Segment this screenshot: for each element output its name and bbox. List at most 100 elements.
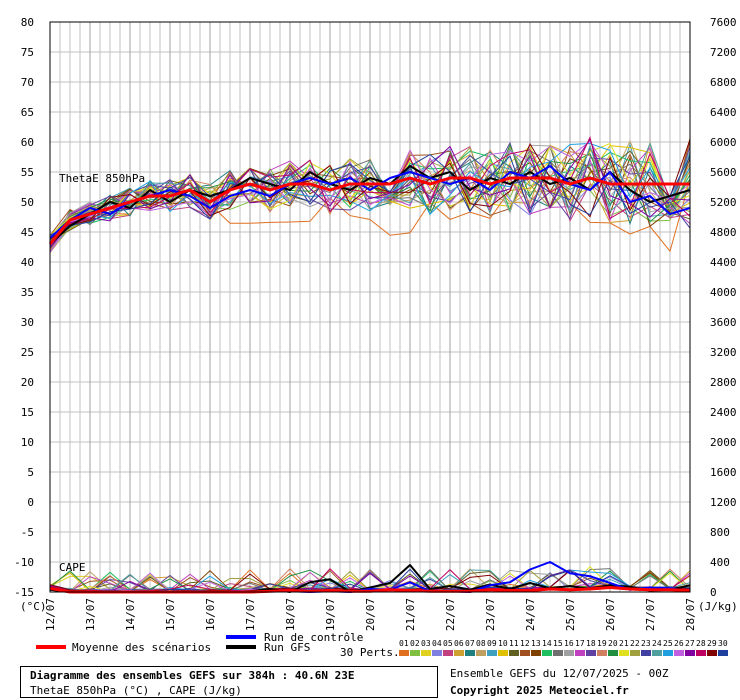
right-tick-label: 800 xyxy=(710,526,730,539)
left-tick-label: 10 xyxy=(21,436,34,449)
pert-number: 11 xyxy=(509,639,519,648)
pert-swatch xyxy=(685,650,695,656)
pert-swatch xyxy=(663,650,673,656)
pert-swatch xyxy=(465,650,475,656)
left-tick-label: 15 xyxy=(21,406,34,419)
right-tick-label: 2800 xyxy=(710,376,737,389)
legend-perts-label: 30 Perts. xyxy=(340,646,400,659)
x-tick-label: 21/07 xyxy=(404,598,417,631)
x-tick-label: 25/07 xyxy=(564,598,577,631)
pert-swatch xyxy=(564,650,574,656)
right-tick-label: 5200 xyxy=(710,196,737,209)
pert-number: 27 xyxy=(685,639,695,648)
pert-thetae-line xyxy=(49,138,691,249)
pert-swatch xyxy=(454,650,464,656)
left-tick-label: 20 xyxy=(21,376,34,389)
pert-number: 08 xyxy=(476,639,486,648)
right-tick-label: 400 xyxy=(710,556,730,569)
pert-thetae-line xyxy=(49,140,691,253)
pert-thetae-line xyxy=(49,141,691,243)
x-tick-label: 24/07 xyxy=(524,598,537,631)
pert-swatch xyxy=(674,650,684,656)
control-thetae-line xyxy=(49,165,691,239)
left-tick-label: -5 xyxy=(21,526,34,539)
right-unit-label: (J/kg) xyxy=(698,600,738,613)
left-tick-label: 25 xyxy=(21,346,34,359)
pert-number: 14 xyxy=(542,639,552,648)
left-tick-label: 30 xyxy=(21,316,34,329)
right-tick-label: 3600 xyxy=(710,316,737,329)
pert-swatch xyxy=(696,650,706,656)
left-tick-label: -10 xyxy=(14,556,34,569)
x-tick-label: 18/07 xyxy=(284,598,297,631)
pert-thetae-line xyxy=(49,135,691,245)
pert-swatch xyxy=(608,650,618,656)
right-tick-label: 6000 xyxy=(710,136,737,149)
pert-swatch xyxy=(487,650,497,656)
mean-thetae-line xyxy=(48,176,690,245)
pert-swatch xyxy=(597,650,607,656)
pert-number: 19 xyxy=(597,639,607,648)
pert-number: 03 xyxy=(421,639,431,648)
pert-swatch xyxy=(542,650,552,656)
pert-swatch xyxy=(399,650,409,656)
pert-swatch xyxy=(498,650,508,656)
chart-title: Diagramme des ensembles GEFS sur 384h : … xyxy=(30,669,355,682)
left-tick-label: -15 xyxy=(14,586,34,599)
pert-swatch xyxy=(531,650,541,656)
x-tick-label: 14/07 xyxy=(124,598,137,631)
pert-number: 24 xyxy=(652,639,662,648)
legend: Moyenne des scénarios Run de contrôle Ru… xyxy=(36,631,728,659)
pert-number: 01 xyxy=(399,639,409,648)
pert-swatch xyxy=(586,650,596,656)
run-label: Ensemble GEFS du 12/07/2025 - 00Z xyxy=(450,667,669,680)
x-tick-label: 12/07 xyxy=(44,598,57,631)
pert-thetae-line xyxy=(49,146,691,251)
right-tick-label: 4000 xyxy=(710,286,737,299)
pert-thetae-line xyxy=(49,153,691,236)
right-tick-label: 7200 xyxy=(710,46,737,59)
pert-number: 02 xyxy=(410,639,420,648)
right-tick-label: 4800 xyxy=(710,226,737,239)
pert-number: 21 xyxy=(619,639,629,648)
pert-swatch xyxy=(575,650,585,656)
x-tick-label: 16/07 xyxy=(204,598,217,631)
x-tick-label: 23/07 xyxy=(484,598,497,631)
pert-swatch xyxy=(707,650,717,656)
pert-number: 25 xyxy=(663,639,673,648)
plot-frame xyxy=(49,21,691,593)
x-tick-label: 20/07 xyxy=(364,598,377,631)
legend-control-label: Run de contrôle xyxy=(264,631,363,644)
pert-thetae-line xyxy=(49,143,691,238)
info-box: Diagramme des ensembles GEFS sur 384h : … xyxy=(20,666,438,698)
x-tick-label: 15/07 xyxy=(164,598,177,631)
left-unit-label: (°C) xyxy=(20,600,47,613)
left-tick-label: 55 xyxy=(21,166,34,179)
x-tick-label: 26/07 xyxy=(604,598,617,631)
x-tick-label: 28/07 xyxy=(684,598,697,631)
right-tick-label: 6400 xyxy=(710,106,737,119)
right-tick-label: 0 xyxy=(710,586,717,599)
pert-number: 18 xyxy=(586,639,596,648)
left-tick-label: 65 xyxy=(21,106,34,119)
left-tick-label: 80 xyxy=(21,16,34,29)
legend-mean-label: Moyenne des scénarios xyxy=(72,641,211,654)
pert-swatch xyxy=(476,650,486,656)
left-tick-label: 40 xyxy=(21,256,34,269)
pert-number: 12 xyxy=(520,639,530,648)
pert-number: 29 xyxy=(707,639,717,648)
left-tick-label: 60 xyxy=(21,136,34,149)
pert-swatch xyxy=(520,650,530,656)
pert-thetae-line xyxy=(49,146,691,247)
pert-number: 23 xyxy=(641,639,651,648)
pert-number: 16 xyxy=(564,639,574,648)
pert-number: 10 xyxy=(498,639,508,648)
cape-label: CAPE xyxy=(59,561,86,574)
right-tick-label: 4400 xyxy=(710,256,737,269)
pert-number: 20 xyxy=(608,639,618,648)
left-tick-label: 75 xyxy=(21,46,34,59)
left-tick-label: 50 xyxy=(21,196,34,209)
pert-swatch xyxy=(641,650,651,656)
